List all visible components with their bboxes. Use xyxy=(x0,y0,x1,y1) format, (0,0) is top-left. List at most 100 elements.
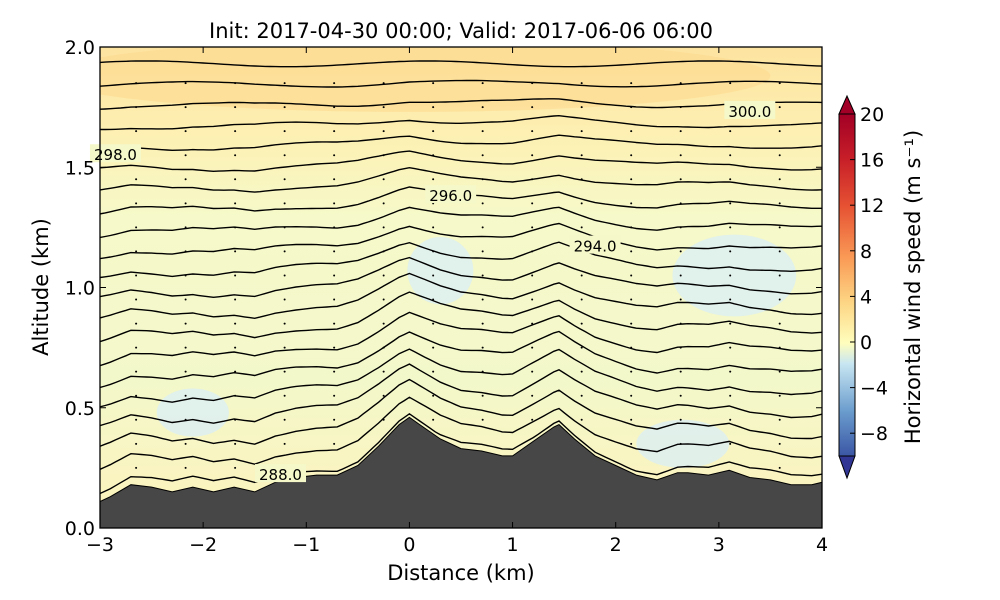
wind-vector-140 xyxy=(531,154,534,157)
wind-vector-25 xyxy=(184,274,187,277)
wind-vector-64 xyxy=(283,154,286,157)
wind-vector-53 xyxy=(283,418,286,421)
wind-vector-166 xyxy=(630,274,633,277)
theta-contour-15 xyxy=(100,150,822,173)
y-tick-label-0: 0.0 xyxy=(65,518,95,540)
theta-contour-11 xyxy=(100,222,822,260)
wind-vector-84 xyxy=(382,418,385,421)
theta-contour-12 xyxy=(100,206,822,239)
theta-contour-8 xyxy=(100,272,822,320)
wind-vector-19 xyxy=(184,418,187,421)
wind-vector-189 xyxy=(679,106,682,109)
x-tick-label-6: 3 xyxy=(713,534,725,556)
theta-contour-17 xyxy=(100,114,822,131)
colorbar-extend-top xyxy=(838,94,856,115)
wind-vector-82 xyxy=(333,106,336,109)
wind-vector-76 xyxy=(333,250,336,253)
wind-vector-85 xyxy=(382,394,385,397)
wind-vector-121 xyxy=(481,250,484,253)
wind-vector-126 xyxy=(481,130,484,133)
wind-vector-43 xyxy=(234,250,237,253)
theta-contour-20 xyxy=(100,60,822,68)
wind-vector-34 xyxy=(234,466,237,469)
wind-vector-67 xyxy=(283,82,286,85)
wind-vector-81 xyxy=(333,130,336,133)
wind-vector-198 xyxy=(729,274,732,277)
wind-vector-101 xyxy=(432,370,435,373)
wind-vector-156 xyxy=(580,130,583,133)
wind-vector-184 xyxy=(679,226,682,229)
wind-vector-73 xyxy=(333,322,336,325)
wind-vector-87 xyxy=(382,346,385,349)
wind-vector-220 xyxy=(778,154,781,157)
wind-vector-21 xyxy=(184,370,187,373)
wind-vector-197 xyxy=(729,298,732,301)
wind-vector-160 xyxy=(630,418,633,421)
theta-contour-0 xyxy=(100,412,822,495)
wind-vector-110 xyxy=(432,154,435,157)
wind-vector-187 xyxy=(679,154,682,157)
wind-vector-68 xyxy=(333,442,336,445)
wind-vector-52 xyxy=(283,442,286,445)
wind-vector-47 xyxy=(234,154,237,157)
wind-vector-190 xyxy=(679,82,682,85)
contour-labels: 298.0 296.0 294.0 300.0 288.0 xyxy=(89,100,776,484)
wind-vector-94 xyxy=(382,178,385,181)
wind-vector-28 xyxy=(184,202,187,205)
wind-fill-region-1 xyxy=(672,234,797,317)
wind-vector-113 xyxy=(432,82,435,85)
wind-vector-155 xyxy=(580,154,583,157)
plot-area xyxy=(100,47,822,528)
wind-vector-212 xyxy=(778,346,781,349)
wind-vector-152 xyxy=(580,226,583,229)
wind-vector-159 xyxy=(630,442,633,445)
wind-vector-139 xyxy=(531,178,534,181)
colorbar-tick-label-7: 20 xyxy=(860,104,884,126)
wind-vector-109 xyxy=(432,178,435,181)
wind-vector-49 xyxy=(234,106,237,109)
colorbar-label: Horizontal wind speed (m s⁻¹) xyxy=(901,130,925,444)
wind-vector-144 xyxy=(580,418,583,421)
wind-vector-26 xyxy=(184,250,187,253)
wind-vector-118 xyxy=(481,322,484,325)
wind-vector-96 xyxy=(382,130,385,133)
wind-vector-142 xyxy=(531,106,534,109)
wind-vector-50 xyxy=(234,82,237,85)
wind-vector-86 xyxy=(382,370,385,373)
wind-vector-194 xyxy=(729,370,732,373)
wind-vector-74 xyxy=(333,298,336,301)
wind-vector-196 xyxy=(729,322,732,325)
theta-contour-2 xyxy=(100,378,822,447)
wind-vector-70 xyxy=(333,394,336,397)
wind-vector-0 xyxy=(135,466,138,469)
wind-vector-46 xyxy=(234,178,237,181)
wind-vector-164 xyxy=(630,322,633,325)
wind-vector-208 xyxy=(778,442,781,445)
wind-vector-7 xyxy=(135,298,138,301)
wind-vector-195 xyxy=(729,346,732,349)
wind-vector-215 xyxy=(778,274,781,277)
theta-contour-14 xyxy=(100,166,822,193)
colorbar: −8 −4 0 4 8 12 16 20 Horizontal wind speed (m s… xyxy=(838,94,925,480)
wind-vector-48 xyxy=(234,130,237,133)
colorbar-tick-label-6: 16 xyxy=(860,150,884,172)
wind-vector-104 xyxy=(432,298,435,301)
wind-vector-131 xyxy=(531,370,534,373)
colorbar-tick-label-2: 0 xyxy=(860,332,872,354)
wind-vector-158 xyxy=(580,82,583,85)
wind-vector-153 xyxy=(580,202,583,205)
wind-vector-61 xyxy=(283,226,286,229)
x-tick-label-5: 2 xyxy=(610,534,622,556)
wind-vector-161 xyxy=(630,394,633,397)
wind-vector-79 xyxy=(333,178,336,181)
wind-vector-165 xyxy=(630,298,633,301)
wind-vector-168 xyxy=(630,226,633,229)
contour-label-4: 288.0 xyxy=(259,466,302,484)
y-tick-label-2: 1.0 xyxy=(65,278,95,300)
wind-vector-72 xyxy=(333,346,336,349)
wind-vector-211 xyxy=(778,370,781,373)
y-tick-label-1: 0.5 xyxy=(65,398,95,420)
theta-contour-1 xyxy=(100,396,822,470)
wind-vector-213 xyxy=(778,322,781,325)
wind-vector-214 xyxy=(778,298,781,301)
